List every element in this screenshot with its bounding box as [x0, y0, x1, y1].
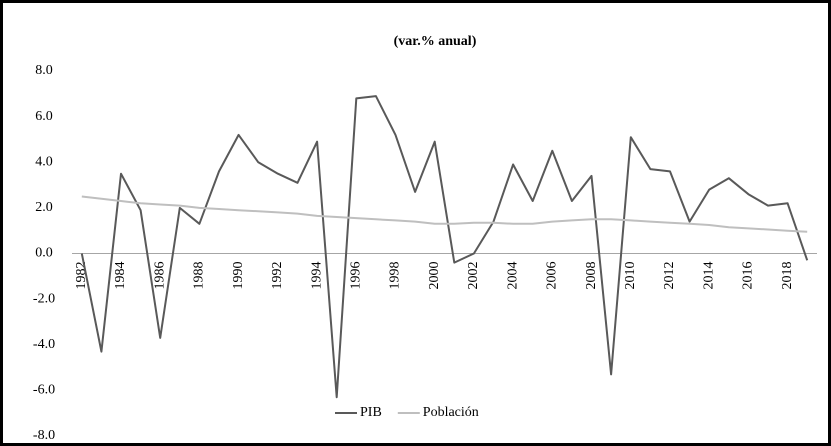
x-tick-label: 2006 [545, 262, 560, 290]
x-tick-label: 1984 [113, 262, 128, 290]
x-tick-label: 1988 [192, 262, 207, 290]
legend-label: Población [423, 405, 479, 420]
x-tick-label: 2014 [701, 262, 716, 290]
x-tick-label: 1992 [270, 262, 285, 290]
x-tick-label: 1996 [348, 262, 363, 290]
chart-title: (var.% anual) [394, 34, 477, 49]
y-tick-label: -6.0 [33, 383, 55, 398]
x-tick-label: 1990 [231, 262, 246, 290]
y-tick-label: 4.0 [35, 154, 53, 169]
y-tick-label: -2.0 [33, 291, 55, 306]
y-tick-label: 6.0 [35, 109, 53, 124]
x-tick-label: 2000 [427, 262, 442, 290]
x-tick-label: 2010 [623, 262, 638, 290]
y-tick-label: -4.0 [33, 337, 55, 352]
y-tick-label: 2.0 [35, 200, 53, 215]
x-tick-label: 2018 [780, 262, 795, 290]
x-tick-label: 2004 [505, 262, 520, 290]
x-tick-label: 2012 [662, 262, 677, 290]
x-tick-label: 2008 [584, 262, 599, 290]
series-line [81, 195, 808, 233]
x-tick-label: 1994 [309, 262, 324, 290]
x-tick-label: 1986 [152, 262, 167, 290]
x-tick-label: 2002 [466, 262, 481, 290]
series-line [80, 95, 809, 399]
y-tick-label: 0.0 [35, 246, 53, 261]
x-tick-label: 2016 [741, 262, 756, 290]
y-tick-label: -8.0 [33, 428, 55, 443]
legend-label: PIB [360, 405, 382, 420]
y-tick-label: 8.0 [35, 63, 53, 78]
x-tick-label: 1998 [388, 262, 403, 290]
